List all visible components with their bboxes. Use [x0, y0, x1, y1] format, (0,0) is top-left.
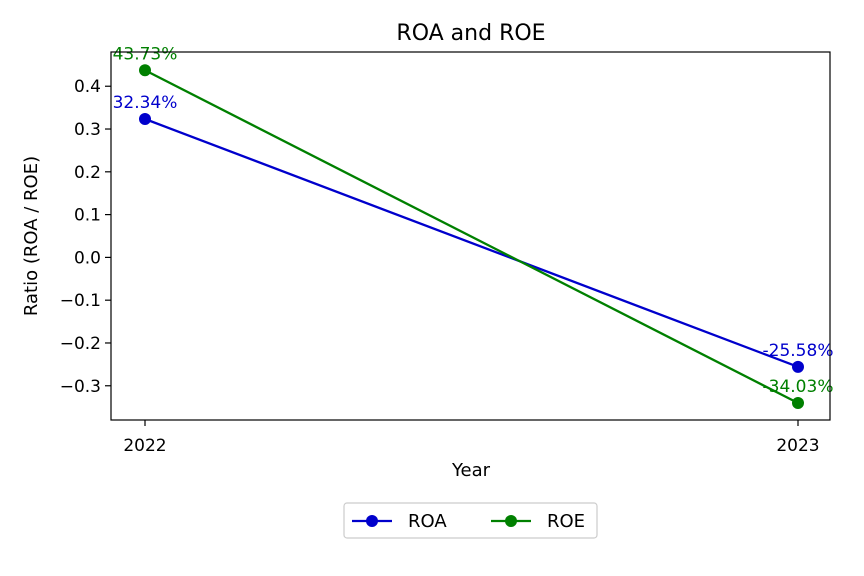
data-label-roe: -34.03% [763, 377, 834, 397]
legend-label: ROA [408, 511, 447, 532]
y-tick-label: −0.2 [60, 334, 101, 354]
y-axis-label: Ratio (ROA / ROE) [21, 156, 42, 316]
y-tick-label: 0.3 [74, 120, 101, 140]
y-tick-label: 0.0 [74, 248, 101, 268]
y-tick-label: 0.2 [74, 163, 101, 183]
y-tick-label: −0.3 [60, 377, 101, 397]
data-point-roa [139, 113, 151, 125]
y-tick-label: 0.4 [74, 77, 101, 97]
data-point-roe [139, 64, 151, 76]
data-label-roa: 32.34% [113, 93, 178, 113]
legend-marker [505, 515, 517, 527]
chart-title: ROA and ROE [396, 21, 545, 46]
legend: ROA ROE [344, 503, 597, 538]
data-label-roe: 43.73% [113, 44, 178, 64]
y-tick-label: 0.1 [74, 206, 101, 226]
legend-marker [366, 515, 378, 527]
x-axis-label: Year [451, 460, 491, 481]
y-tick-label: −0.1 [60, 291, 101, 311]
data-point-roe [792, 397, 804, 409]
legend-label: ROE [547, 511, 585, 532]
x-tick-label: 2023 [776, 436, 819, 456]
data-label-roa: -25.58% [763, 341, 834, 361]
x-tick-label: 2022 [123, 436, 166, 456]
data-point-roa [792, 361, 804, 373]
